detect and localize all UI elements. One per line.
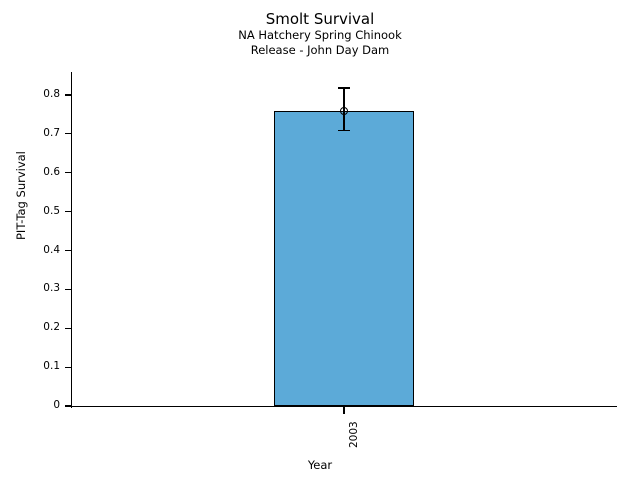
y-tick-mark bbox=[65, 327, 72, 329]
y-tick-label: 0.6 bbox=[43, 165, 60, 178]
y-tick-mark bbox=[65, 172, 72, 174]
y-axis-title: PIT-Tag Survival bbox=[14, 151, 28, 240]
y-tick-label: 0.5 bbox=[43, 204, 60, 217]
bar bbox=[274, 110, 414, 406]
y-axis-line bbox=[71, 72, 73, 408]
x-tick-label: 2003 bbox=[348, 421, 360, 448]
x-tick-mark bbox=[343, 407, 345, 414]
y-tick-mark bbox=[65, 94, 72, 96]
y-tick-mark bbox=[65, 133, 72, 135]
y-tick-label: 0.4 bbox=[43, 243, 60, 256]
data-point-marker bbox=[340, 106, 348, 115]
x-axis-title: Year bbox=[307, 458, 333, 472]
error-bar-cap-upper bbox=[338, 87, 350, 89]
y-tick-label: 0 bbox=[53, 399, 60, 411]
chart-subtitle-line1: NA Hatchery Spring Chinook bbox=[238, 28, 402, 42]
y-tick-mark bbox=[65, 405, 72, 407]
y-tick-mark bbox=[65, 288, 72, 290]
y-tick-label: 0.2 bbox=[43, 321, 60, 334]
y-tick-mark bbox=[65, 366, 72, 368]
page-title: Smolt Survival bbox=[265, 10, 375, 28]
y-tick-mark bbox=[65, 249, 72, 252]
y-tick-label: 0.3 bbox=[43, 282, 60, 295]
y-tick-label: 0.1 bbox=[43, 360, 60, 373]
chart-title-block: Smolt Survival NA Hatchery Spring Chinoo… bbox=[0, 10, 640, 58]
y-tick-label: 0.8 bbox=[43, 88, 60, 100]
x-axis-line bbox=[71, 406, 617, 408]
y-tick-label: 0.7 bbox=[43, 126, 60, 139]
error-bar-cap-lower bbox=[338, 129, 350, 132]
chart-subtitle-line2: Release - John Day Dam bbox=[250, 43, 390, 57]
y-tick-mark bbox=[65, 211, 72, 213]
